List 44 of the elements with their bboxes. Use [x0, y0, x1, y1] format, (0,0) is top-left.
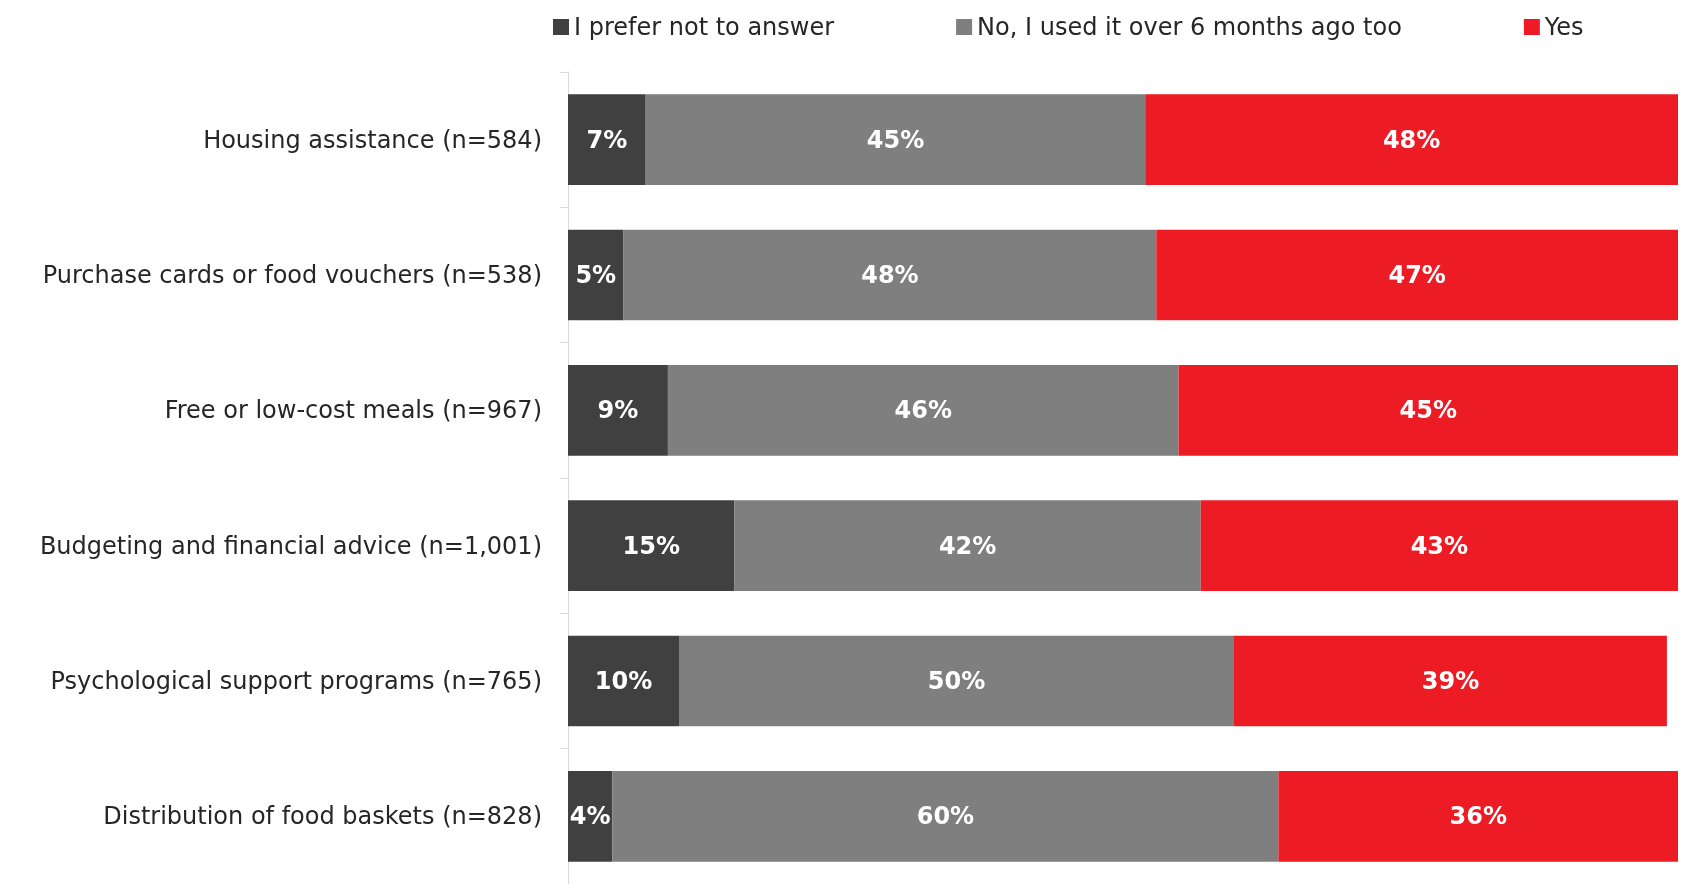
y-tick-label: Psychological support programs (n=765)	[50, 667, 542, 695]
bar	[623, 229, 1157, 321]
bar	[1145, 94, 1678, 185]
bar	[1178, 365, 1678, 456]
bar	[734, 500, 1201, 591]
bar	[679, 635, 1234, 727]
bar	[568, 500, 735, 591]
data-label: 48%	[1382, 125, 1441, 154]
bar	[645, 94, 1146, 185]
data-label: 47%	[1388, 261, 1446, 289]
bar	[1156, 229, 1678, 321]
data-label: 5%	[575, 261, 617, 289]
data-label: 10%	[594, 667, 653, 695]
data-label: 42%	[938, 531, 997, 560]
y-tick-label: Distribution of food baskets (n=828)	[103, 802, 542, 831]
bar	[1278, 771, 1678, 862]
y-tick-label: Budgeting and financial advice (n=1,001)	[39, 531, 542, 560]
data-label: 4%	[569, 802, 611, 831]
data-label: 45%	[1399, 396, 1457, 425]
bar	[1234, 635, 1667, 727]
bar	[568, 635, 679, 727]
bar	[667, 365, 1179, 456]
bar	[568, 365, 668, 456]
data-label: 60%	[916, 802, 975, 831]
y-tick-label: Free or low-cost meals (n=967)	[164, 396, 542, 425]
data-label: 36%	[1449, 802, 1507, 831]
data-label: 39%	[1421, 667, 1480, 695]
data-label: 9%	[597, 396, 639, 425]
bar	[568, 94, 646, 185]
data-label: 7%	[586, 125, 628, 154]
data-label: 50%	[927, 667, 986, 695]
y-tick-label: Housing assistance (n=584)	[203, 125, 542, 154]
data-label: 15%	[622, 531, 680, 560]
bar	[1200, 500, 1678, 591]
legend-label: No, I used it over 6 months ago too	[977, 13, 1402, 41]
data-label: 45%	[866, 125, 925, 154]
y-tick-label: Purchase cards or food vouchers (n=538)	[42, 261, 542, 289]
data-label: 46%	[894, 396, 952, 425]
bar	[612, 771, 1279, 862]
bar	[568, 229, 624, 321]
data-label: 43%	[1410, 531, 1469, 560]
data-label: 48%	[861, 261, 919, 289]
legend-label: Yes	[1543, 13, 1584, 41]
legend-label: I prefer not to answer	[574, 13, 835, 41]
